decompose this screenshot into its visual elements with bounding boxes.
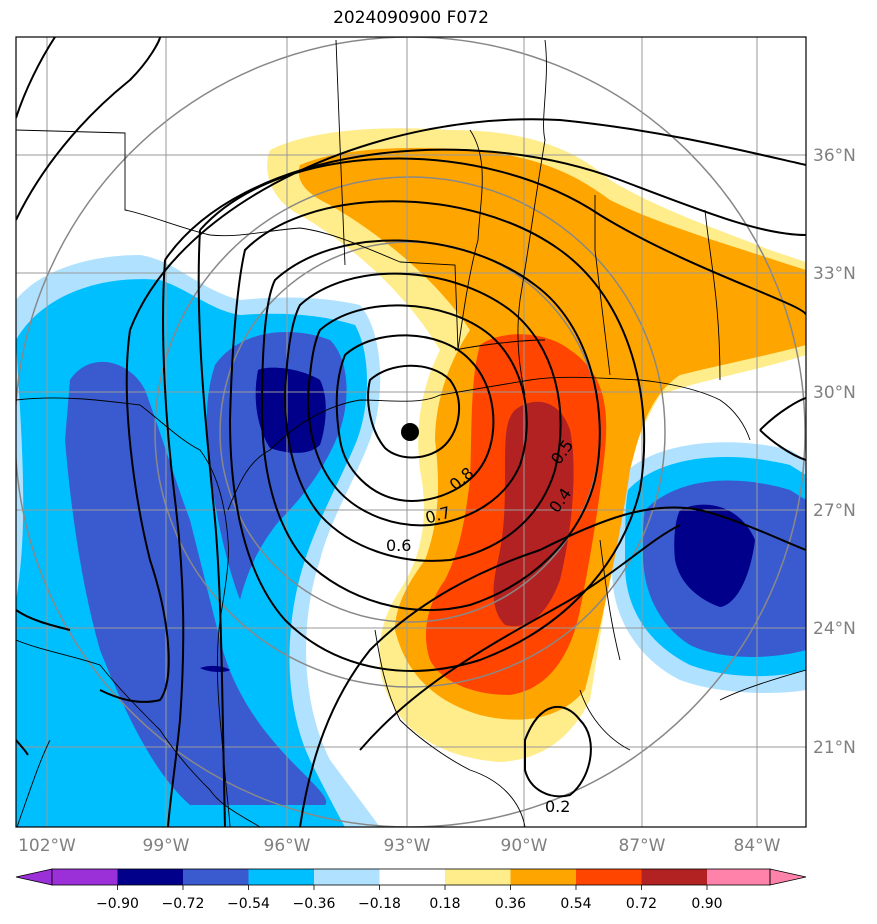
colorbar-segment — [445, 869, 511, 885]
storm-center-dot — [401, 423, 419, 441]
lat-label: 30°N — [813, 383, 856, 403]
contour-lines — [16, 37, 806, 827]
map-panel: 0.8 0.7 0.6 0.5 0.4 0.2 — [16, 37, 806, 827]
colorbar-extend-high — [769, 868, 807, 886]
colorbar-tick-label: 0.36 — [495, 896, 526, 912]
colorbar-tick-label: −0.36 — [293, 896, 336, 912]
colorbar: −0.90 −0.72 −0.54 −0.36 −0.18 0.18 0.36 … — [15, 868, 807, 912]
colorbar-tick-label: −0.72 — [162, 896, 205, 912]
lat-label: 33°N — [813, 264, 856, 284]
colorbar-segment — [641, 869, 707, 885]
lon-label: 96°W — [264, 836, 311, 856]
contour-label: 0.2 — [545, 797, 570, 816]
colorbar-tick-label: 0.90 — [691, 896, 722, 912]
lon-label: 90°W — [501, 836, 548, 856]
colorbar-segment — [117, 869, 183, 885]
lat-label: 24°N — [813, 619, 856, 639]
colorbar-segment — [576, 869, 642, 885]
colorbar-tick-label: −0.18 — [358, 896, 401, 912]
colorbar-tick-label: 0.18 — [429, 896, 460, 912]
lat-label: 27°N — [813, 501, 856, 521]
map-frame — [15, 36, 807, 828]
colorbar-segment — [379, 869, 445, 885]
lon-label: 99°W — [143, 836, 190, 856]
colorbar-segment — [314, 869, 380, 885]
colorbar-segment — [248, 869, 314, 885]
lon-label: 102°W — [18, 836, 76, 856]
lon-label: 84°W — [734, 836, 781, 856]
colorbar-segment — [183, 869, 249, 885]
colorbar-segment — [52, 869, 118, 885]
longitude-labels: 102°W 99°W 96°W 93°W 90°W 87°W 84°W — [18, 836, 781, 856]
lat-label: 21°N — [813, 738, 856, 758]
colorbar-segment — [510, 869, 576, 885]
latitude-labels: 36°N 33°N 30°N 27°N 24°N 21°N — [813, 146, 856, 758]
coastlines-borders — [16, 39, 806, 827]
colorbar-tick-label: 0.72 — [626, 896, 657, 912]
colorbar-tick-label: 0.54 — [560, 896, 591, 912]
lon-label: 93°W — [384, 836, 431, 856]
lat-label: 36°N — [813, 146, 856, 166]
colorbar-tick-label: −0.90 — [96, 896, 139, 912]
colorbar-segment — [707, 869, 770, 885]
contour-label: 0.6 — [386, 536, 411, 555]
colorbar-tick-label: −0.54 — [227, 896, 270, 912]
colorbar-extend-low — [15, 868, 53, 886]
lon-label: 87°W — [619, 836, 666, 856]
map-title: 2024090900 F072 — [333, 8, 489, 28]
